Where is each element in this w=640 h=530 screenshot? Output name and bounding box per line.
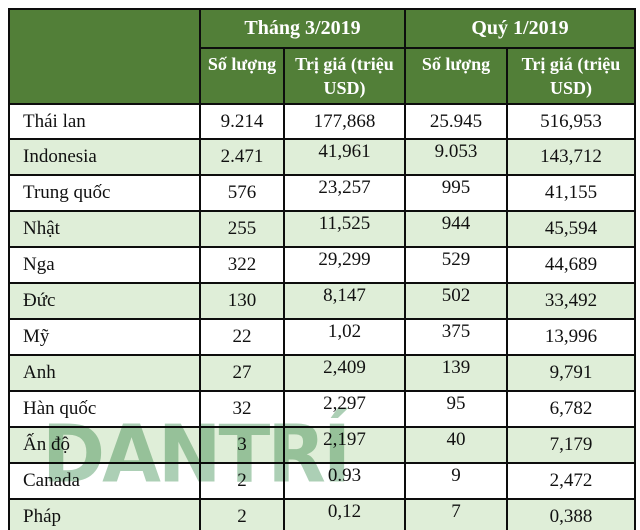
table-row: Pháp 2 0,12 7 0,388 xyxy=(8,498,636,530)
value-cell: 143,712 xyxy=(506,138,636,176)
table-row: Đức 130 8,147 502 33,492 xyxy=(8,282,636,320)
country-cell: Pháp xyxy=(8,498,201,530)
subheader-value-q1: Trị giá (triệu USD) xyxy=(506,47,636,105)
value-cell: 516,953 xyxy=(506,103,636,140)
value-cell: 11,525 xyxy=(283,210,406,248)
value-cell: 7,179 xyxy=(506,426,636,464)
value-cell: 322 xyxy=(199,246,285,284)
country-cell: Anh xyxy=(8,354,201,392)
table-row: Mỹ 22 1,02 375 13,996 xyxy=(8,318,636,356)
table-row: Nga 322 29,299 529 44,689 xyxy=(8,246,636,284)
value-cell: 25.945 xyxy=(404,103,508,140)
value-cell: 6,782 xyxy=(506,390,636,428)
value-cell: 9 xyxy=(404,462,508,500)
country-cell: Trung quốc xyxy=(8,174,201,212)
table-row: Ấn độ 3 2,197 40 7,179 xyxy=(8,426,636,464)
subheader-value-march: Trị giá (triệu USD) xyxy=(283,47,406,105)
table-body: Thái lan 9.214 177,868 25.945 516,953 Indones… xyxy=(8,103,636,530)
value-cell: 29,299 xyxy=(283,246,406,284)
table-row: Indonesia 2.471 41,961 9.053 143,712 xyxy=(8,138,636,176)
country-cell: Indonesia xyxy=(8,138,201,176)
value-cell: 44,689 xyxy=(506,246,636,284)
value-cell: 130 xyxy=(199,282,285,320)
value-cell: 7 xyxy=(404,498,508,530)
country-cell: Đức xyxy=(8,282,201,320)
header-group-row: Tháng 3/2019 Quý 1/2019 xyxy=(8,8,636,105)
value-cell: 33,492 xyxy=(506,282,636,320)
column-group-q1-2019: Quý 1/2019 xyxy=(404,8,636,49)
country-cell: Hàn quốc xyxy=(8,390,201,428)
table-row: Canada 2 0.93 9 2,472 xyxy=(8,462,636,500)
country-cell: Canada xyxy=(8,462,201,500)
value-cell: 13,996 xyxy=(506,318,636,356)
value-cell: 177,868 xyxy=(283,103,406,140)
value-cell: 8,147 xyxy=(283,282,406,320)
import-data-table: Tháng 3/2019 Quý 1/2019 Số lượng Trị giá… xyxy=(8,8,636,530)
value-cell: 27 xyxy=(199,354,285,392)
value-cell: 95 xyxy=(404,390,508,428)
table-row: Thái lan 9.214 177,868 25.945 516,953 xyxy=(8,103,636,140)
country-cell: Nga xyxy=(8,246,201,284)
value-cell: 45,594 xyxy=(506,210,636,248)
value-cell: 0,388 xyxy=(506,498,636,530)
column-group-march-2019: Tháng 3/2019 xyxy=(199,8,406,49)
value-cell: 576 xyxy=(199,174,285,212)
value-cell: 40 xyxy=(404,426,508,464)
value-cell: 9.053 xyxy=(404,138,508,176)
value-cell: 2,409 xyxy=(283,354,406,392)
corner-cell xyxy=(8,8,201,105)
value-cell: 0,12 xyxy=(283,498,406,530)
value-cell: 41,155 xyxy=(506,174,636,212)
value-cell: 2,472 xyxy=(506,462,636,500)
value-cell: 502 xyxy=(404,282,508,320)
table-row: Nhật 255 11,525 944 45,594 xyxy=(8,210,636,248)
value-cell: 23,257 xyxy=(283,174,406,212)
country-cell: Mỹ xyxy=(8,318,201,356)
country-cell: Thái lan xyxy=(8,103,201,140)
table-row: Anh 27 2,409 139 9,791 xyxy=(8,354,636,392)
value-cell: 2,197 xyxy=(283,426,406,464)
value-cell: 375 xyxy=(404,318,508,356)
value-cell: 2 xyxy=(199,498,285,530)
value-cell: 22 xyxy=(199,318,285,356)
subheader-quantity-march: Số lượng xyxy=(199,47,285,105)
subheader-quantity-q1: Số lượng xyxy=(404,47,508,105)
table-row: Trung quốc 576 23,257 995 41,155 xyxy=(8,174,636,212)
value-cell: 2 xyxy=(199,462,285,500)
header-sub-row: Số lượng Trị giá (triệu USD) Số lượng Tr… xyxy=(9,47,636,105)
value-cell: 2.471 xyxy=(199,138,285,176)
value-cell: 0.93 xyxy=(283,462,406,500)
value-cell: 529 xyxy=(404,246,508,284)
value-cell: 139 xyxy=(404,354,508,392)
value-cell: 9.214 xyxy=(199,103,285,140)
value-cell: 1,02 xyxy=(283,318,406,356)
value-cell: 995 xyxy=(404,174,508,212)
value-cell: 255 xyxy=(199,210,285,248)
value-cell: 2,297 xyxy=(283,390,406,428)
value-cell: 32 xyxy=(199,390,285,428)
value-cell: 3 xyxy=(199,426,285,464)
country-cell: Ấn độ xyxy=(8,426,201,464)
value-cell: 944 xyxy=(404,210,508,248)
country-cell: Nhật xyxy=(8,210,201,248)
value-cell: 41,961 xyxy=(283,138,406,176)
table-header: Tháng 3/2019 Quý 1/2019 Số lượng Trị giá… xyxy=(8,8,636,105)
value-cell: 9,791 xyxy=(506,354,636,392)
table-row: Hàn quốc 32 2,297 95 6,782 xyxy=(8,390,636,428)
